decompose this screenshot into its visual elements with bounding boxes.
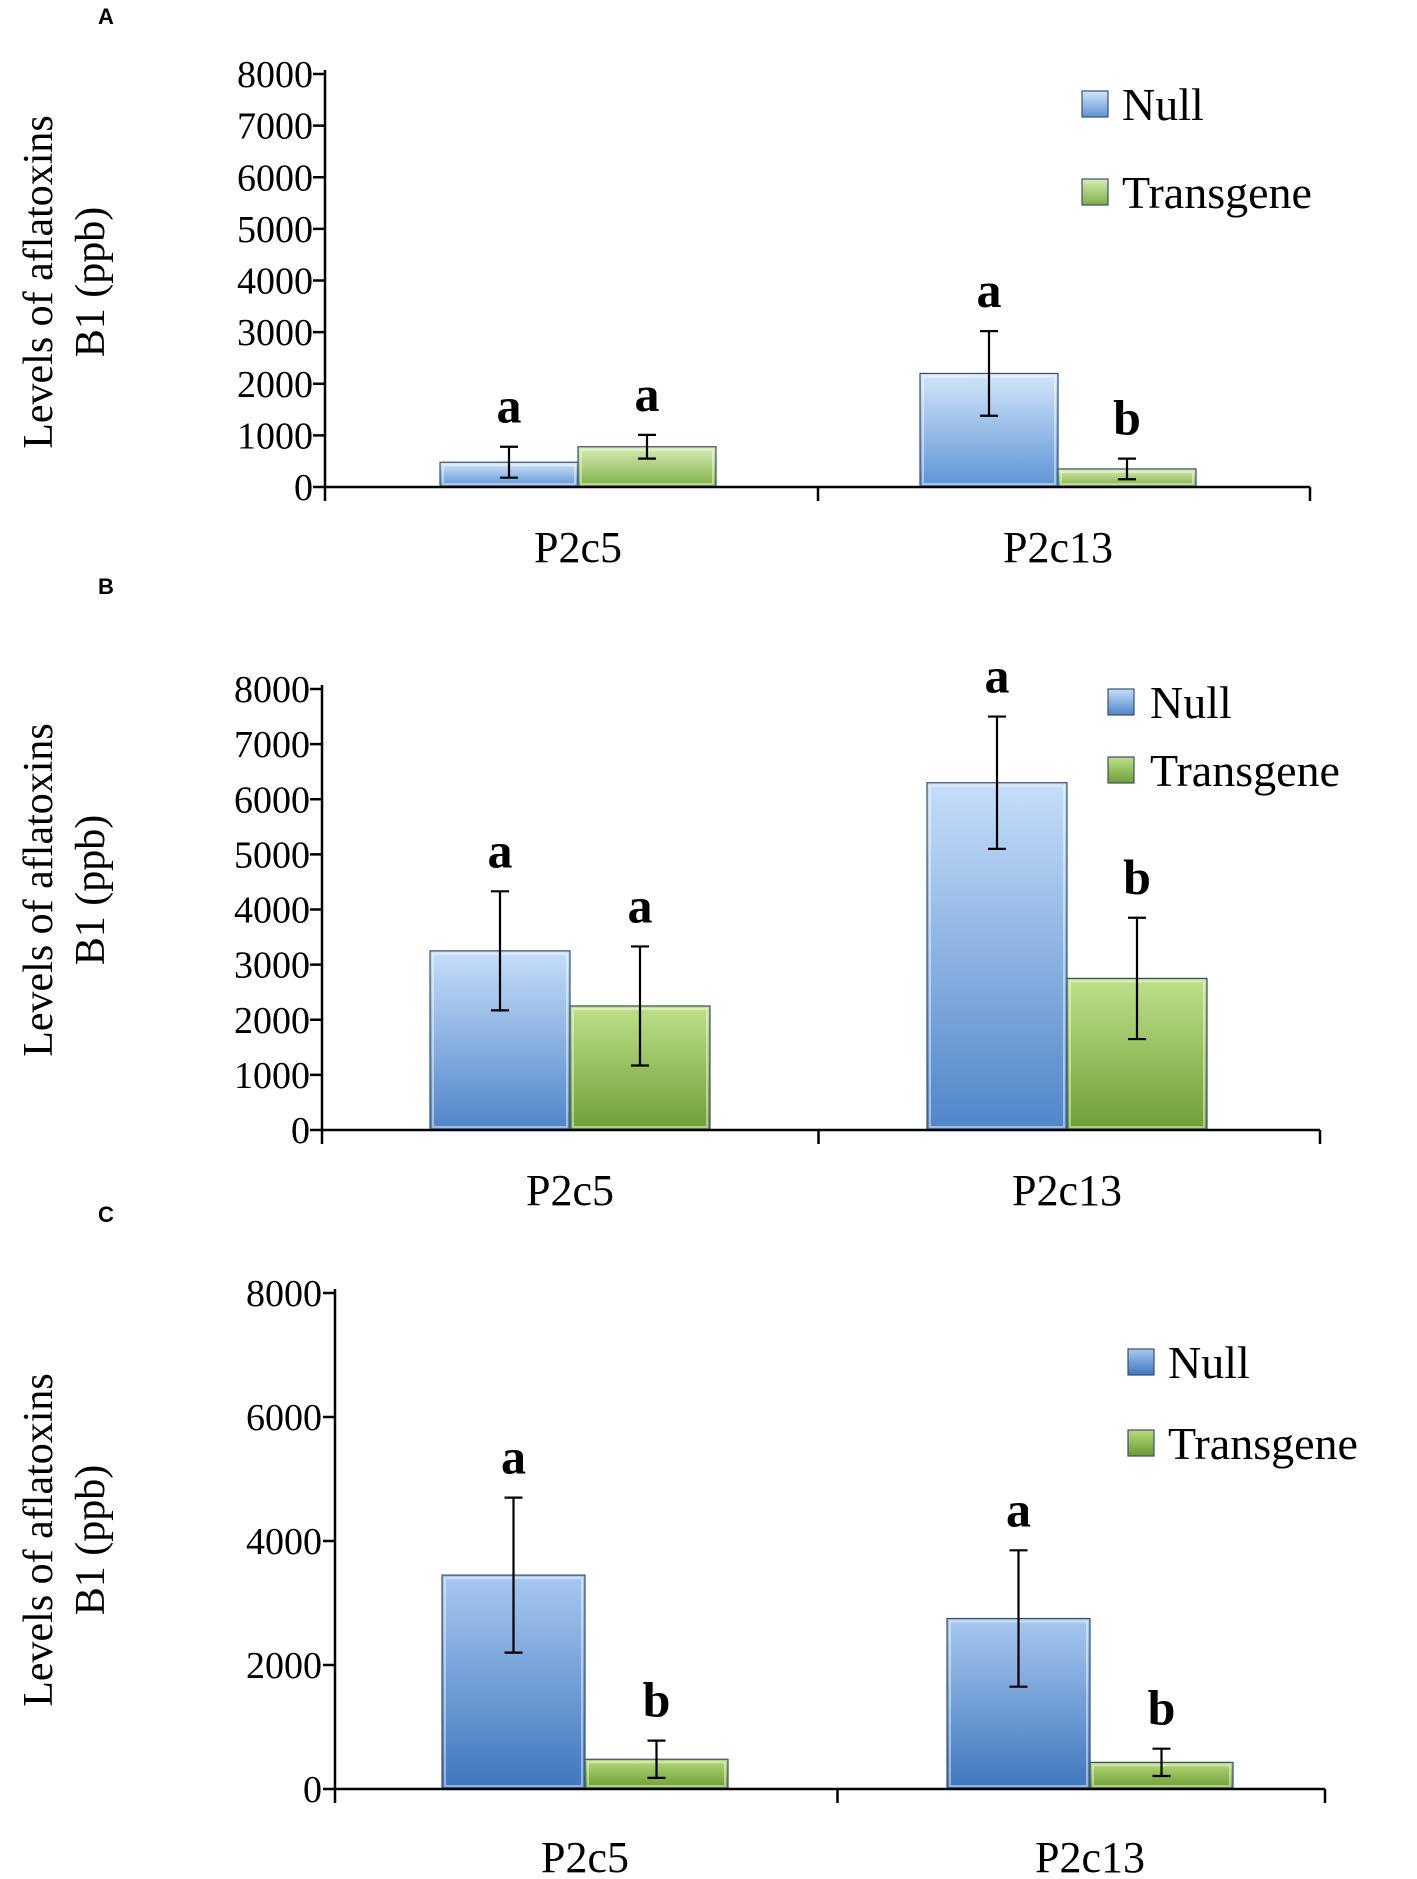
legend: Null Transgene — [1107, 677, 1340, 796]
bars: a a a b — [429, 648, 1208, 1131]
significance-label: a — [497, 378, 522, 434]
significance-label: a — [488, 822, 513, 878]
legend-swatch-null — [1081, 90, 1109, 118]
x-axis-categories: P2c5 P2c13 — [541, 1833, 1145, 1879]
y-tick-label: 0 — [303, 1769, 322, 1811]
x-category-label: P2c13 — [1012, 1166, 1122, 1215]
panel-letter: C — [98, 1202, 114, 1227]
y-tick-label: 8000 — [237, 54, 313, 96]
y-axis-ticks: 0 1000 2000 3000 4000 5000 6000 7000 8000 — [237, 54, 325, 509]
y-axis-label-line1: Levels of aflatoxins — [16, 723, 62, 1057]
bars: a b a b — [441, 1429, 1234, 1790]
significance-label: b — [1113, 390, 1141, 446]
legend-swatch-transgene — [1127, 1429, 1155, 1457]
significance-label: a — [501, 1429, 526, 1485]
y-axis-ticks: 0 1000 2000 3000 4000 5000 6000 7000 8000 — [234, 669, 322, 1152]
y-tick-label: 2000 — [237, 364, 313, 406]
significance-label: a — [1006, 1481, 1031, 1537]
y-axis-label-line1: Levels of aflatoxins — [16, 1373, 62, 1707]
y-tick-label: 7000 — [237, 106, 313, 148]
y-axis-ticks: 0 2000 4000 6000 8000 — [246, 1273, 335, 1811]
legend-label-transgene: Transgene — [1150, 745, 1340, 796]
y-tick-label: 3000 — [234, 945, 310, 987]
legend-label-null: Null — [1150, 677, 1232, 728]
y-tick-label: 5000 — [237, 209, 313, 251]
panel-letter: A — [98, 4, 114, 29]
y-tick-label: 5000 — [234, 834, 310, 876]
significance-label: b — [1123, 849, 1151, 905]
y-tick-label: 0 — [294, 467, 313, 509]
legend-label-transgene: Transgene — [1168, 1418, 1358, 1469]
legend-swatch-null — [1107, 688, 1135, 716]
y-tick-label: 2000 — [234, 1000, 310, 1042]
significance-label: a — [635, 366, 660, 422]
axes — [320, 685, 1322, 1144]
y-tick-label: 3000 — [237, 312, 313, 354]
axes — [323, 70, 1312, 501]
legend-label-null: Null — [1122, 79, 1204, 130]
y-tick-label: 6000 — [246, 1397, 322, 1439]
panel-a: A Levels of aflatoxins B1 (ppb) 0 1000 200… — [16, 4, 1312, 572]
legend-label-transgene: Transgene — [1122, 167, 1312, 218]
panel-b: B Levels of aflatoxins B1 (ppb) 0 1000 200… — [16, 574, 1340, 1215]
legend: Null Transgene — [1081, 79, 1312, 218]
bars: a a a b — [439, 262, 1197, 488]
legend-swatch-transgene — [1107, 756, 1135, 784]
y-tick-label: 8000 — [234, 669, 310, 711]
y-tick-label: 8000 — [246, 1273, 322, 1315]
significance-label: a — [977, 262, 1002, 318]
y-axis-label-line2: B1 (ppb) — [68, 1465, 114, 1616]
x-category-label: P2c13 — [1035, 1833, 1145, 1879]
y-axis-label-line2: B1 (ppb) — [68, 815, 114, 966]
x-axis-categories: P2c5 P2c13 — [534, 523, 1113, 572]
y-axis-label-line1: Levels of aflatoxins — [16, 115, 62, 449]
y-tick-label: 4000 — [246, 1521, 322, 1563]
x-category-label: P2c5 — [534, 523, 622, 572]
significance-label: a — [985, 648, 1010, 704]
y-tick-label: 7000 — [234, 724, 310, 766]
axes — [333, 1289, 1327, 1803]
legend-swatch-null — [1127, 1348, 1155, 1376]
significance-label: a — [628, 877, 653, 933]
y-tick-label: 4000 — [234, 890, 310, 932]
y-tick-label: 4000 — [237, 261, 313, 303]
significance-label: b — [643, 1672, 671, 1728]
y-tick-label: 1000 — [237, 415, 313, 457]
legend-label-null: Null — [1168, 1337, 1250, 1388]
x-category-label: P2c5 — [526, 1166, 614, 1215]
y-tick-label: 6000 — [234, 779, 310, 821]
y-tick-label: 6000 — [237, 157, 313, 199]
legend-swatch-transgene — [1081, 178, 1109, 206]
y-tick-label: 0 — [291, 1110, 310, 1152]
y-axis-label-line2: B1 (ppb) — [68, 207, 114, 358]
panel-letter: B — [98, 574, 114, 599]
y-tick-label: 2000 — [246, 1645, 322, 1687]
x-axis-categories: P2c5 P2c13 — [526, 1166, 1122, 1215]
y-tick-label: 1000 — [234, 1055, 310, 1097]
significance-label: b — [1148, 1680, 1176, 1736]
panel-c: C Levels of aflatoxins B1 (ppb) 0 2000 400… — [16, 1202, 1358, 1879]
x-category-label: P2c13 — [1003, 523, 1113, 572]
legend: Null Transgene — [1127, 1337, 1358, 1469]
x-category-label: P2c5 — [541, 1833, 629, 1879]
